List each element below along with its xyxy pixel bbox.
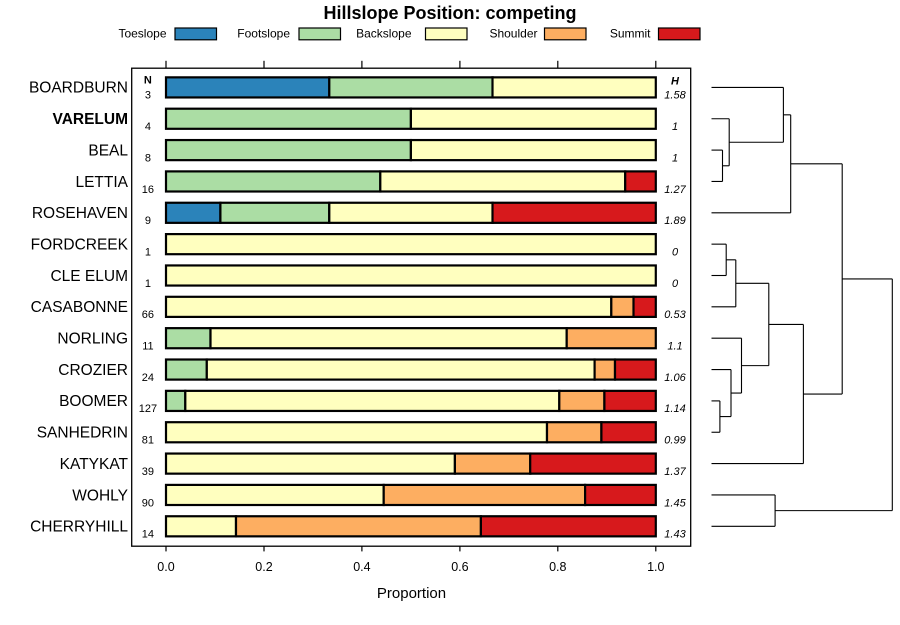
svg-text:Backslope: Backslope xyxy=(356,27,412,41)
svg-text:SANHEDRIN: SANHEDRIN xyxy=(37,425,128,442)
svg-text:0.2: 0.2 xyxy=(255,560,272,574)
svg-text:Hillslope Position: competing: Hillslope Position: competing xyxy=(323,3,576,23)
svg-text:Toeslope: Toeslope xyxy=(118,27,166,41)
svg-text:0: 0 xyxy=(672,278,679,290)
svg-text:CLE ELUM: CLE ELUM xyxy=(50,268,128,285)
svg-text:Shoulder: Shoulder xyxy=(489,27,537,41)
svg-text:1.1: 1.1 xyxy=(667,341,682,353)
svg-text:0: 0 xyxy=(672,246,679,258)
svg-text:1.0: 1.0 xyxy=(647,560,664,574)
svg-text:1.45: 1.45 xyxy=(664,497,686,509)
svg-text:BOARDBURN: BOARDBURN xyxy=(29,80,128,97)
svg-text:4: 4 xyxy=(145,121,151,133)
svg-text:8: 8 xyxy=(145,152,151,164)
svg-text:Summit: Summit xyxy=(610,27,651,41)
svg-text:1.58: 1.58 xyxy=(664,90,686,102)
svg-text:1.14: 1.14 xyxy=(664,403,685,415)
svg-text:0.8: 0.8 xyxy=(549,560,566,574)
svg-text:14: 14 xyxy=(142,529,154,541)
svg-text:WOHLY: WOHLY xyxy=(72,487,128,504)
svg-text:9: 9 xyxy=(145,215,151,227)
svg-text:N: N xyxy=(144,75,152,87)
svg-text:0.4: 0.4 xyxy=(353,560,370,574)
svg-text:0.53: 0.53 xyxy=(664,309,686,321)
svg-text:CROZIER: CROZIER xyxy=(58,362,128,379)
svg-text:1.06: 1.06 xyxy=(664,372,686,384)
svg-text:0.99: 0.99 xyxy=(664,435,685,447)
svg-text:1.27: 1.27 xyxy=(664,184,686,196)
svg-text:0.6: 0.6 xyxy=(451,560,468,574)
svg-text:1.43: 1.43 xyxy=(664,529,686,541)
svg-text:1: 1 xyxy=(145,246,151,258)
svg-text:LETTIA: LETTIA xyxy=(75,174,128,191)
svg-text:127: 127 xyxy=(139,403,157,415)
svg-text:Footslope: Footslope xyxy=(237,27,290,41)
svg-text:Proportion: Proportion xyxy=(377,585,446,602)
svg-text:BEAL: BEAL xyxy=(88,142,128,159)
svg-text:1.37: 1.37 xyxy=(664,466,686,478)
svg-text:FORDCREEK: FORDCREEK xyxy=(31,236,129,253)
svg-text:H: H xyxy=(671,76,680,88)
svg-text:1: 1 xyxy=(672,152,678,164)
svg-text:1.89: 1.89 xyxy=(664,215,685,227)
svg-text:1: 1 xyxy=(145,278,151,290)
svg-text:BOOMER: BOOMER xyxy=(59,393,128,410)
svg-text:CASABONNE: CASABONNE xyxy=(31,299,128,316)
svg-text:1: 1 xyxy=(672,121,678,133)
svg-text:VARELUM: VARELUM xyxy=(53,111,129,128)
svg-text:KATYKAT: KATYKAT xyxy=(60,456,129,473)
svg-text:11: 11 xyxy=(142,341,153,353)
svg-text:ROSEHAVEN: ROSEHAVEN xyxy=(32,205,128,222)
svg-text:66: 66 xyxy=(142,309,154,321)
svg-text:0.0: 0.0 xyxy=(157,560,174,574)
svg-text:39: 39 xyxy=(142,466,154,478)
svg-text:81: 81 xyxy=(142,435,154,447)
svg-text:3: 3 xyxy=(145,90,151,102)
svg-text:NORLING: NORLING xyxy=(57,331,128,348)
svg-text:16: 16 xyxy=(142,184,154,196)
svg-text:CHERRYHILL: CHERRYHILL xyxy=(30,519,128,536)
svg-text:24: 24 xyxy=(142,372,154,384)
svg-text:90: 90 xyxy=(142,497,154,509)
